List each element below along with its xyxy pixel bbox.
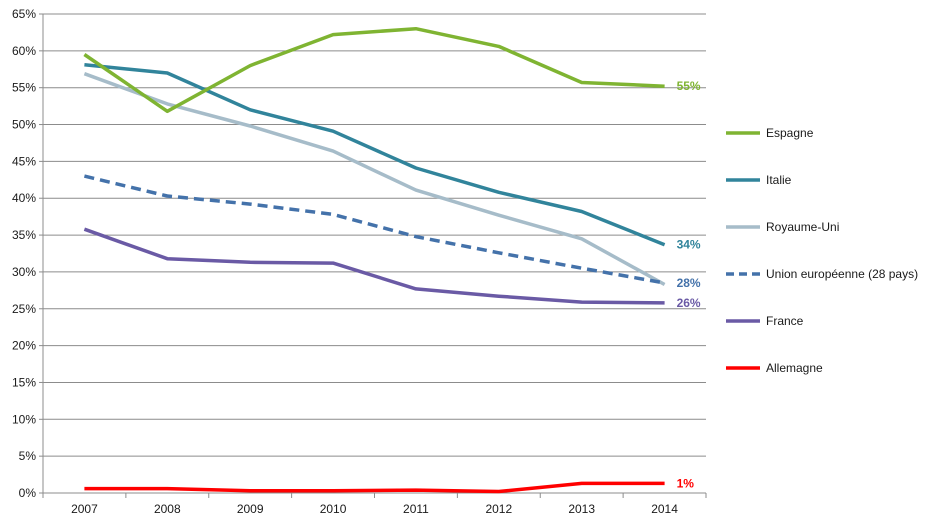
x-tick-label: 2008: [154, 502, 181, 516]
legend-label: Allemagne: [766, 361, 823, 375]
series-line-allemagne: [84, 481, 665, 494]
x-tick-label: 2013: [568, 502, 595, 516]
legend-label: Espagne: [766, 126, 814, 140]
x-tick-label: 2011: [403, 502, 429, 516]
legend-label: Union européenne (28 pays): [766, 267, 918, 281]
end-value-label: 26%: [677, 296, 701, 310]
series-line-espagne: [83, 26, 665, 114]
y-tick-label: 30%: [12, 265, 36, 279]
y-tick-label: 10%: [12, 412, 36, 426]
legend-item: Italie: [726, 173, 792, 187]
y-tick-label: 55%: [12, 81, 36, 95]
x-tick-label: 2010: [320, 502, 347, 516]
series-line-france: [83, 227, 665, 305]
legend: Espagne Italie Royaume-Uni Union européenne…: [726, 126, 918, 375]
series-line-union-europ-enne-28-pays-: [83, 174, 665, 285]
legend-item: Allemagne: [726, 361, 823, 375]
y-tick-label: 15%: [12, 375, 36, 389]
y-tick-label: 5%: [19, 449, 37, 463]
y-tick-label: 35%: [12, 228, 36, 242]
end-value-label: 1%: [677, 476, 695, 490]
end-labels: 55% 34% 28% 26% 1%: [677, 79, 701, 490]
legend-item: France: [726, 314, 804, 328]
series-line-italie: [84, 63, 666, 247]
end-value-label: 55%: [677, 79, 701, 93]
y-axis: 0% 5% 10% 15% 20% 25% 30% 35% 40% 45% 50% 55% 60% 65%: [12, 7, 44, 500]
series-lines: [83, 26, 666, 494]
gridlines: [43, 13, 706, 457]
y-tick-label: 20%: [12, 339, 36, 353]
legend-item: Royaume-Uni: [726, 220, 839, 234]
y-tick-label: 25%: [12, 302, 36, 316]
end-value-label: 28%: [677, 276, 701, 290]
y-tick-label: 45%: [12, 154, 36, 168]
legend-label: France: [766, 314, 804, 328]
legend-item: Union européenne (28 pays): [726, 267, 918, 281]
x-axis: 2007 2008 2009 2010 2011 2012 2013 2014: [42, 492, 707, 516]
legend-label: Italie: [766, 173, 792, 187]
x-tick-label: 2009: [237, 502, 264, 516]
x-tick-label: 2007: [71, 502, 98, 516]
y-tick-label: 50%: [12, 118, 36, 132]
legend-label: Royaume-Uni: [766, 220, 839, 234]
y-tick-label: 0%: [19, 486, 37, 500]
legend-item: Espagne: [726, 126, 814, 140]
series-line-royaume-uni: [83, 72, 666, 287]
y-tick-label: 40%: [12, 191, 36, 205]
y-tick-label: 65%: [12, 7, 36, 21]
x-tick-label: 2012: [485, 502, 512, 516]
x-tick-label: 2014: [651, 502, 678, 516]
y-tick-label: 60%: [12, 44, 36, 58]
end-value-label: 34%: [677, 238, 701, 252]
